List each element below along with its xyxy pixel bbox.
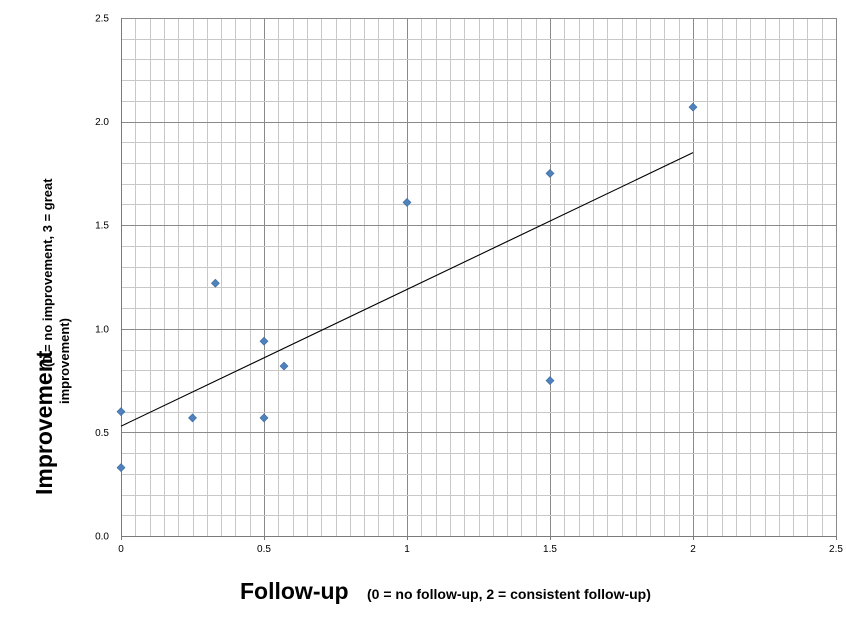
- grid: [121, 18, 837, 540]
- x-tick-label: 0: [118, 544, 124, 555]
- y-axis-label-detail: (0 = no improvement, 3 = great: [40, 178, 55, 367]
- x-tick-label: 0.5: [257, 544, 271, 555]
- trendline: [120, 152, 694, 427]
- x-axis-label: Follow-up: [240, 578, 349, 604]
- y-tick-label: 0.0: [95, 532, 109, 543]
- data-point: [259, 336, 269, 346]
- data-point: [210, 278, 220, 288]
- x-axis-label-detail: (0 = no follow-up, 2 = consistent follow…: [367, 586, 651, 602]
- data-point: [259, 413, 269, 423]
- tick-labels: 0 0.5 1 1.5 2 2.5 0.0 0.5 1.0 1.5 2.0 2.5: [95, 14, 843, 556]
- y-axis-label-detail-line2: improvement): [57, 318, 72, 404]
- y-tick-label: 1.5: [95, 221, 109, 232]
- data-points: [116, 102, 698, 473]
- x-tick-label: 1: [404, 544, 410, 555]
- y-tick-label: 1.0: [95, 324, 109, 335]
- y-tick-label: 2.0: [95, 117, 109, 128]
- data-point: [545, 168, 555, 178]
- data-point: [688, 102, 698, 112]
- y-tick-label: 0.5: [95, 428, 109, 439]
- data-point: [545, 376, 555, 386]
- data-point: [116, 407, 126, 417]
- data-point: [279, 361, 289, 371]
- y-tick-label: 2.5: [95, 14, 109, 25]
- trendline-group: [120, 152, 694, 427]
- x-tick-label: 2: [690, 544, 696, 555]
- x-tick-label: 2.5: [829, 544, 843, 555]
- y-axis-label: Improvement: [31, 350, 57, 495]
- data-point: [188, 413, 197, 423]
- x-tick-label: 1.5: [543, 544, 557, 555]
- data-point: [402, 197, 412, 207]
- data-point: [116, 463, 126, 473]
